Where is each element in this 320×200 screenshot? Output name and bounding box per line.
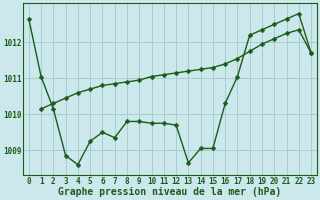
- X-axis label: Graphe pression niveau de la mer (hPa): Graphe pression niveau de la mer (hPa): [58, 187, 282, 197]
